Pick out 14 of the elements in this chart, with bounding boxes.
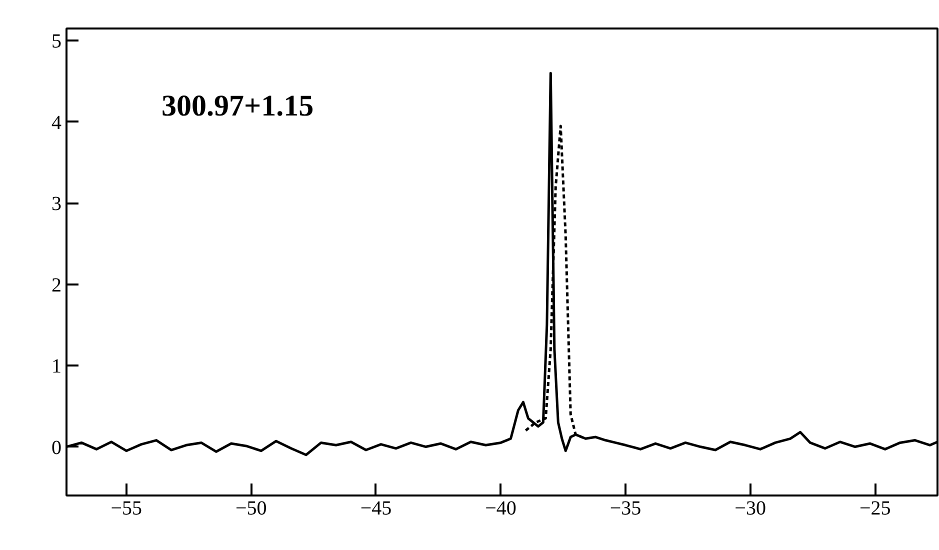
annotation: 300.97+1.15	[162, 90, 314, 122]
x-tick-label: −35	[610, 498, 642, 520]
x-tick-label: −55	[110, 498, 142, 520]
y-tick-label: 1	[52, 356, 62, 378]
x-tick-label: −50	[236, 498, 267, 520]
x-tick-label: −40	[485, 498, 516, 520]
x-tick-label: −45	[360, 498, 392, 520]
x-tick-label: −25	[859, 498, 891, 520]
y-tick-label: 3	[52, 193, 62, 216]
y-tick-label: 4	[52, 112, 62, 134]
y-tick-label: 0	[52, 436, 62, 459]
y-tick-label: 5	[52, 30, 62, 53]
y-tick-label: 2	[52, 274, 62, 296]
x-tick-label: −30	[734, 498, 766, 520]
